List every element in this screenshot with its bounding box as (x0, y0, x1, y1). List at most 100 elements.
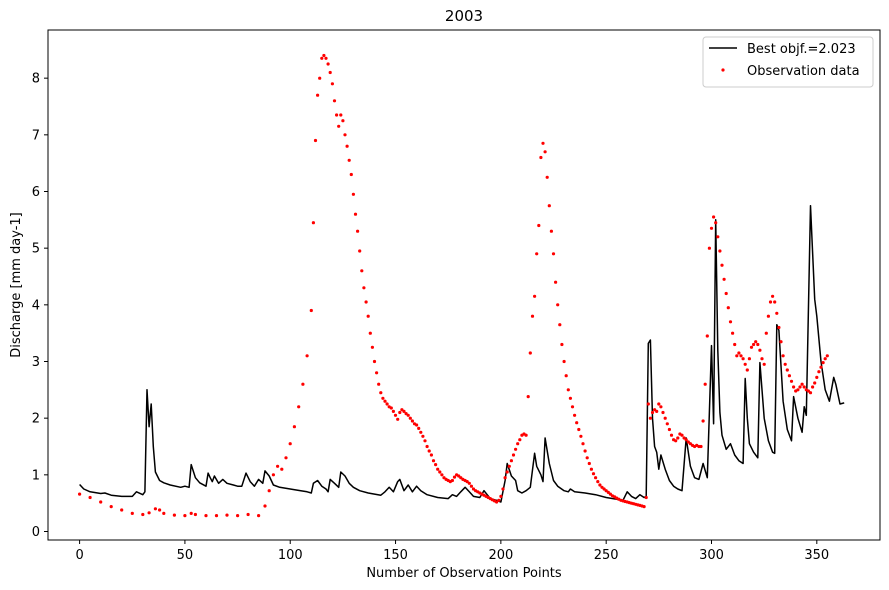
y-tick-label: 3 (32, 355, 40, 370)
observation-point (263, 504, 267, 508)
observation-point (568, 396, 573, 400)
observation-point (415, 423, 419, 427)
observation-point (562, 359, 566, 364)
legend-box (702, 36, 874, 88)
observation-point (495, 500, 499, 504)
observation-point (381, 396, 385, 400)
observation-point (353, 212, 358, 216)
observation-point (663, 416, 667, 420)
observation-point (528, 351, 532, 355)
observation-point (556, 303, 560, 307)
y-tick-label: 8 (32, 72, 40, 87)
observation-point (551, 252, 556, 256)
observation-point (596, 480, 600, 484)
observation-point (347, 158, 351, 162)
observation-point (408, 416, 412, 420)
observation-point (585, 456, 589, 460)
observation-point (436, 467, 440, 471)
observation-point (669, 433, 674, 437)
observation-point (423, 439, 427, 443)
observation-point (825, 354, 829, 358)
x-tick-label: 0 (75, 548, 83, 563)
observation-point (318, 76, 322, 80)
observation-point (579, 434, 583, 438)
observation-point (558, 323, 562, 327)
observation-point (564, 374, 568, 378)
observation-point (583, 449, 587, 453)
plot-frame (47, 29, 881, 541)
observation-point (362, 286, 366, 290)
observation-point (511, 453, 516, 457)
observation-point (718, 249, 722, 253)
observation-point (297, 405, 301, 409)
observation-point (587, 461, 591, 466)
observation-point (469, 484, 473, 488)
plot-area (78, 53, 845, 518)
observation-point (575, 421, 579, 425)
observation-point (737, 351, 741, 355)
observation-point (130, 511, 134, 515)
observation-point (560, 342, 564, 347)
y-axis-label: Discharge [mm day-1] (9, 212, 24, 358)
observation-point (364, 300, 368, 304)
observation-point (288, 442, 292, 446)
observation-point (330, 82, 334, 86)
observation-point (438, 470, 442, 474)
observation-point (764, 331, 768, 335)
observation-point (88, 495, 92, 500)
observation-point (646, 402, 650, 406)
observation-point (393, 413, 398, 417)
observation-point (811, 385, 815, 389)
observation-point (650, 410, 655, 415)
observation-point (236, 514, 240, 518)
observation-point (792, 385, 796, 389)
observation-point (153, 507, 157, 511)
observation-point (280, 467, 284, 471)
observation-point (541, 141, 545, 145)
observation-point (417, 426, 421, 430)
observation-point (680, 433, 684, 437)
observation-point (311, 221, 315, 225)
y-tick-label: 2 (32, 412, 40, 427)
observation-point (158, 508, 162, 512)
observation-point (141, 512, 145, 517)
observation-point (431, 459, 436, 463)
x-tick-label: 350 (804, 548, 829, 563)
y-tick-label: 5 (32, 242, 40, 257)
x-axis: 0 50 100 150 200 250 300 350 (75, 540, 829, 563)
observation-point (796, 388, 800, 392)
observation-point (450, 478, 454, 483)
observation-point (771, 294, 775, 298)
observation-point (267, 489, 271, 493)
x-axis-label: Number of Observation Points (366, 566, 562, 581)
observation-point (189, 511, 193, 515)
observation-point (419, 430, 423, 434)
observation-point (716, 235, 720, 239)
observation-point (655, 409, 659, 413)
observation-point (276, 464, 280, 468)
observation-point (815, 375, 819, 379)
observation-point (547, 204, 551, 208)
observation-point (505, 470, 509, 474)
observation-point (594, 476, 598, 480)
observation-point (722, 277, 726, 281)
observation-point (332, 99, 337, 103)
observation-point (648, 416, 653, 420)
y-tick-label: 7 (32, 128, 40, 143)
observation-point (193, 512, 197, 517)
observation-point (773, 300, 777, 304)
observation-point (813, 381, 817, 385)
legend-dot-sample (721, 68, 725, 72)
observation-point (731, 331, 735, 335)
observation-point (377, 382, 381, 386)
observation-point (368, 331, 372, 335)
observation-point (735, 354, 739, 358)
observation-point (421, 434, 425, 438)
observation-point (467, 481, 471, 485)
observation-point (214, 514, 219, 518)
observation-point (514, 447, 518, 451)
observation-point (271, 473, 275, 477)
observation-point (398, 410, 402, 415)
observation-point (783, 362, 787, 366)
observation-point (589, 467, 594, 471)
